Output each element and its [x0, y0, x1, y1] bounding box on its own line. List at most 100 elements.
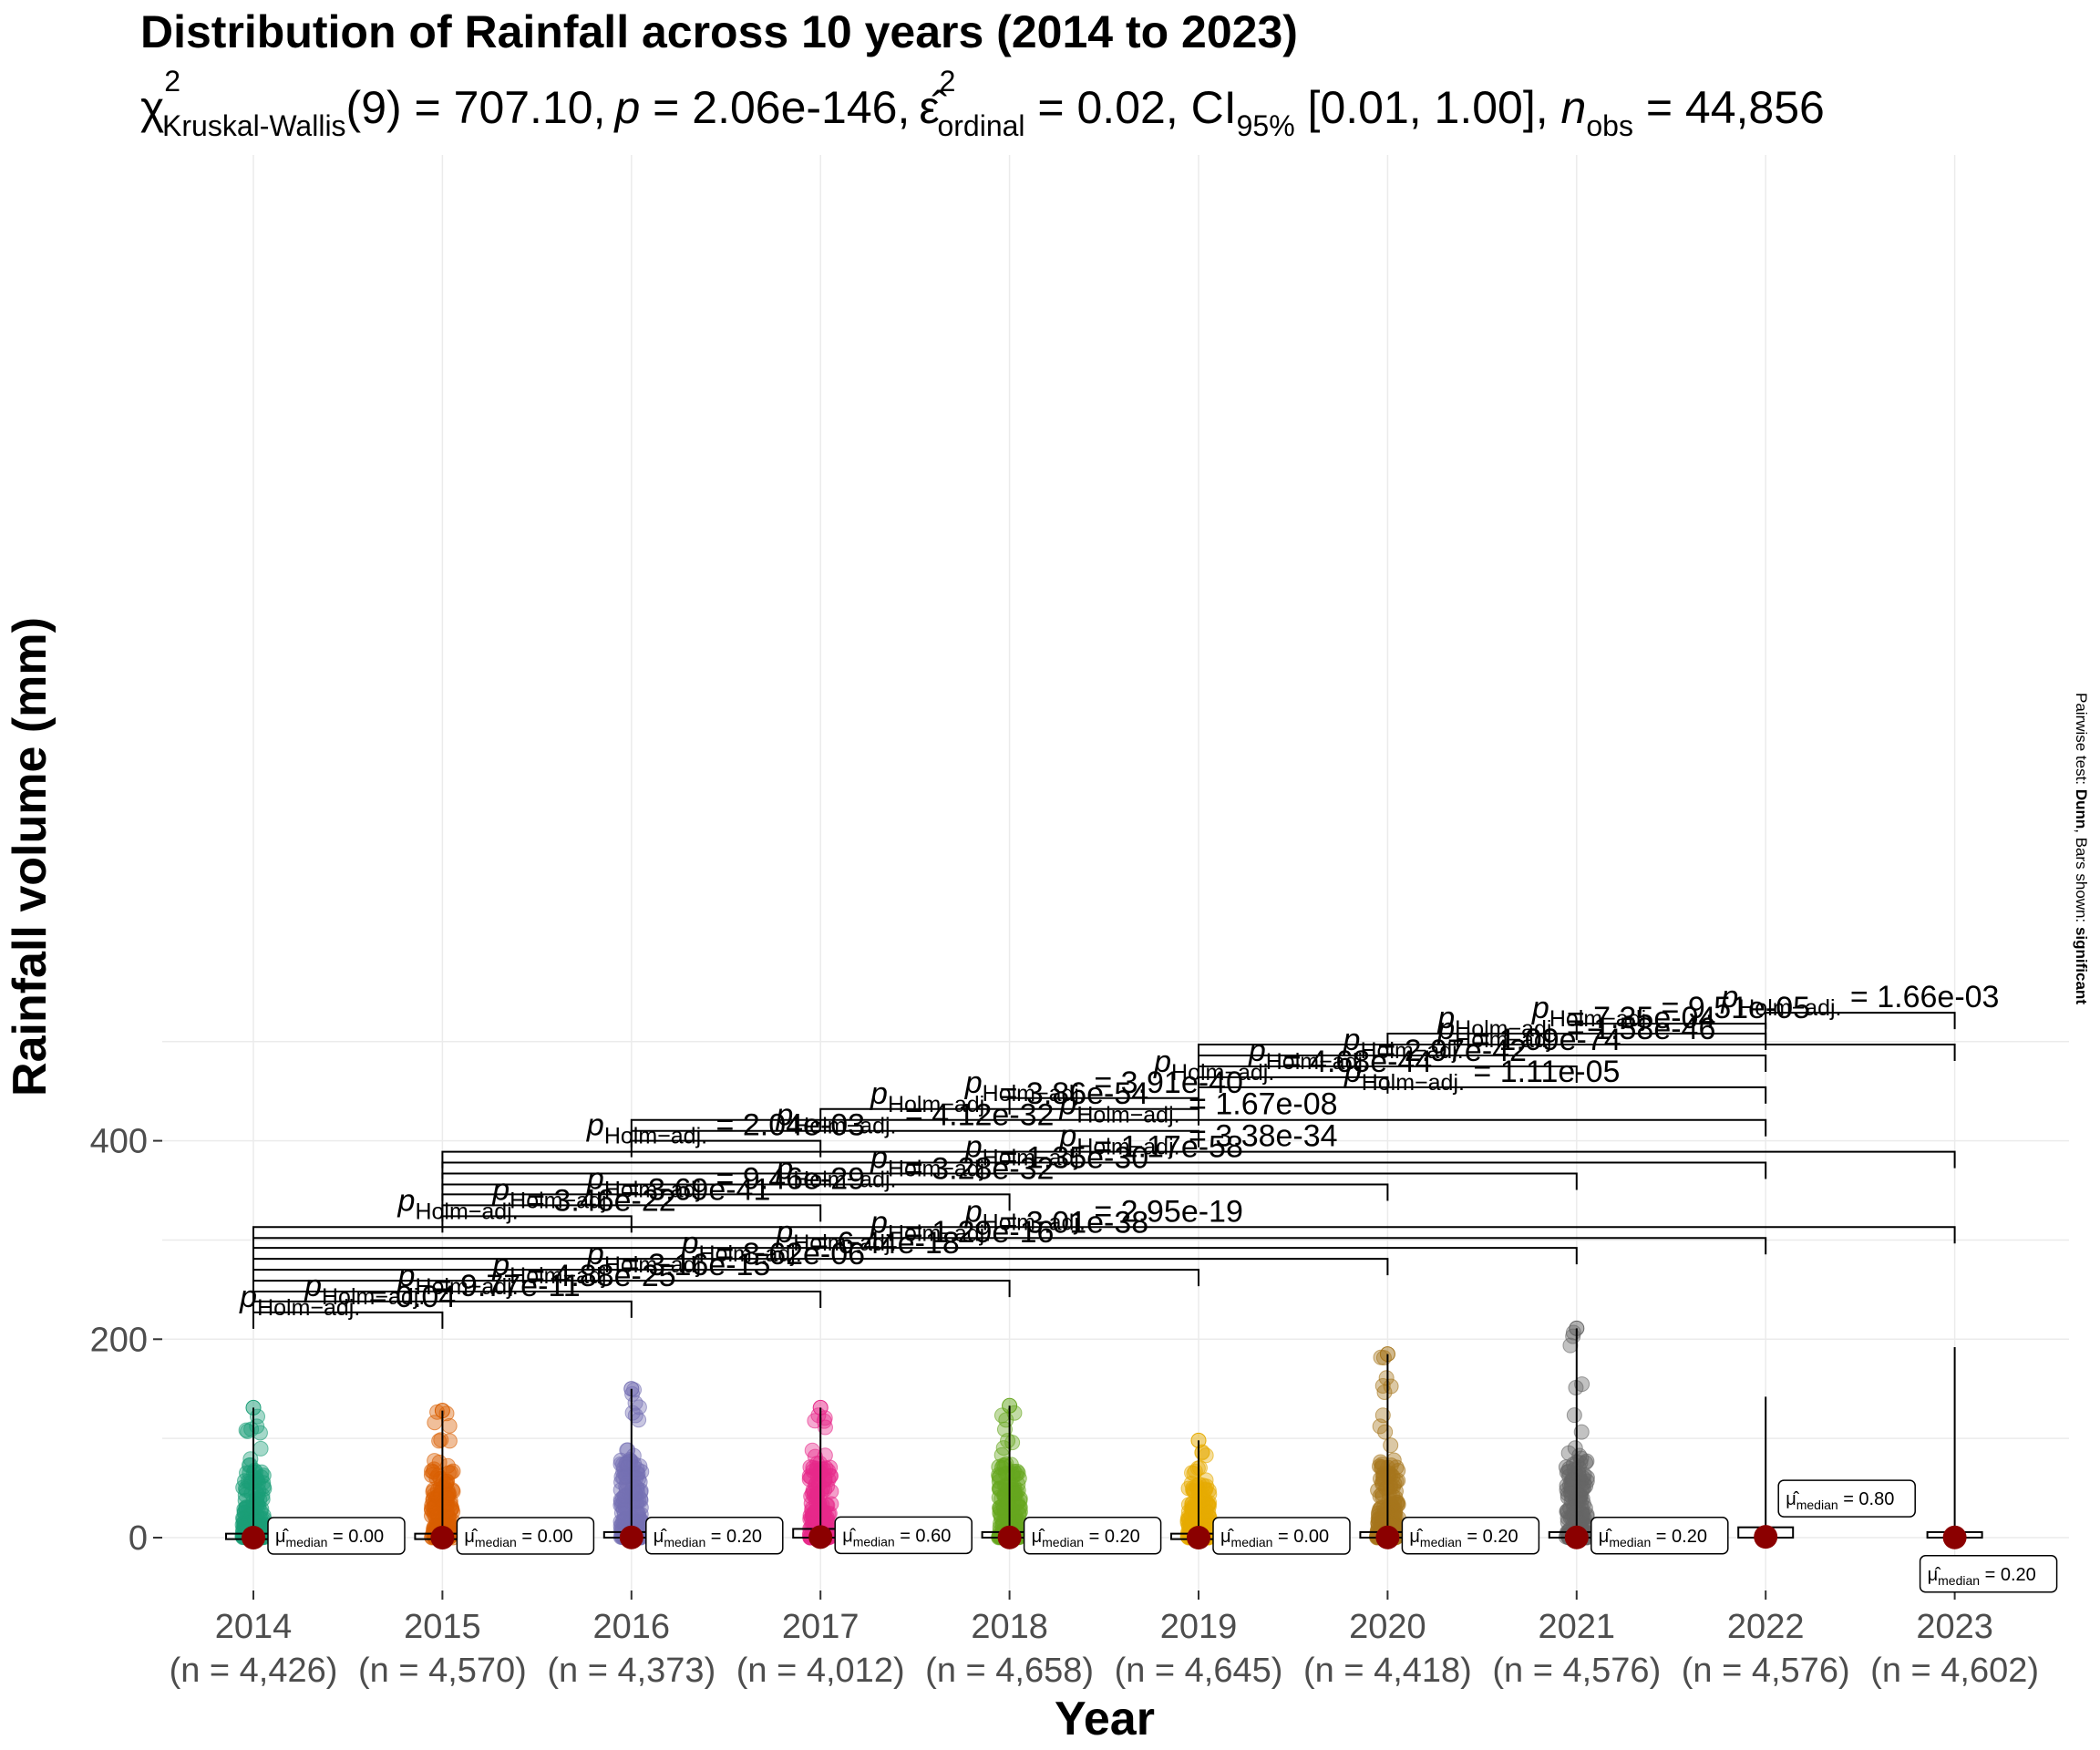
median-label-sub: median: [1042, 1535, 1084, 1549]
bracket: [1198, 1076, 1389, 1094]
p-value-label: pHolm−adj. = 1.35e-30: [870, 1141, 1148, 1182]
median-dot: [1375, 1525, 1400, 1549]
x-tick-n-label: (n = 4,576): [1682, 1652, 1850, 1690]
data-point: [1562, 1337, 1579, 1354]
bracket: [1765, 1012, 1956, 1030]
x-tick-n-label: (n = 4,373): [547, 1652, 715, 1690]
p-value-symbol: p: [586, 1108, 604, 1143]
p-value-symbol: p: [1058, 1087, 1076, 1122]
subtitle-stat-sup: 2: [164, 65, 180, 98]
caption-test: Dunn: [2073, 789, 2090, 829]
median-dot: [242, 1526, 265, 1549]
p-value-symbol: p: [964, 1194, 983, 1229]
p-value-number: = 9.46e-29: [707, 1161, 865, 1196]
p-value-symbol: p: [1248, 1034, 1266, 1068]
x-tick-label: 2014: [215, 1608, 293, 1646]
median-dot: [808, 1525, 833, 1549]
data-point: [1385, 1452, 1402, 1468]
p-value-symbol: p: [491, 1172, 510, 1207]
p-value-label: pHolm−adj. = 3.46e-22: [397, 1183, 676, 1224]
median-label-sub: median: [475, 1535, 517, 1549]
subtitle-ci-label: CI: [1191, 82, 1237, 133]
x-tick-label: 2020: [1349, 1608, 1426, 1646]
median-label-value: = 0.20: [1462, 1527, 1518, 1547]
data-point: [810, 1477, 827, 1493]
data-point: [633, 1484, 649, 1500]
median-dot: [1942, 1525, 1967, 1549]
p-value-symbol: p: [304, 1269, 322, 1303]
subtitle-effect-sup: 2: [940, 65, 956, 98]
median-label-value: = 0.80: [1838, 1489, 1895, 1509]
median-label: μ̂median = 0.80: [1786, 1489, 1894, 1512]
data-point: [999, 1494, 1015, 1510]
y-tick-label: 0: [129, 1519, 148, 1558]
p-value-label: pHolm−adj. = 8.62e-06: [586, 1237, 865, 1278]
p-value-number: = 3.86e-54: [991, 1076, 1148, 1111]
data-point: [991, 1499, 1007, 1516]
p-value-number: = 1.11e-05: [1465, 1055, 1620, 1089]
data-point: [248, 1484, 264, 1500]
p-value-number: = 4.12e-32: [896, 1098, 1054, 1133]
p-value-symbol: p: [1343, 1055, 1362, 1089]
p-value-number: = 3.46e-22: [519, 1183, 676, 1218]
p-value-symbol: p: [586, 1161, 604, 1196]
p-value-number: = 3.28e-32: [896, 1151, 1054, 1186]
median-label-box: [1590, 1517, 1729, 1555]
x-tick-label: 2016: [593, 1608, 671, 1646]
p-value-symbol: p: [681, 1226, 699, 1261]
p-value-label: pHolm−adj. = 9.51e-05: [1531, 991, 1810, 1032]
median-dot: [1564, 1525, 1589, 1549]
caption-mid: , Bars shown:: [2073, 829, 2090, 927]
median-label-value: = 0.20: [1651, 1527, 1707, 1547]
median-label-box: [834, 1516, 973, 1555]
p-value-label: pHolm−adj. = 3.86e-54: [870, 1076, 1148, 1117]
x-tick-n-label: (n = 4,426): [170, 1652, 338, 1690]
p-value-number: = 1.29e-16: [896, 1215, 1054, 1250]
p-value-number: = 8.62e-06: [707, 1237, 865, 1271]
p-value-label: pHolm−adj. = 1.09e-74: [1343, 1023, 1621, 1064]
data-point: [1198, 1447, 1214, 1464]
x-tick-label: 2017: [782, 1608, 860, 1646]
p-value-sub: Holm−adj.: [793, 1167, 896, 1192]
median-label-value: = 0.00: [517, 1527, 573, 1547]
subtitle-n-label: n: [1561, 82, 1587, 133]
x-tick-n-label: (n = 4,418): [1303, 1652, 1472, 1690]
p-value-sub: Holm−adj.: [1549, 1006, 1652, 1032]
p-value-label: pHolm−adj. = 4.12e-32: [775, 1098, 1054, 1139]
bracket: [1198, 1065, 1578, 1083]
median-label-sub: median: [664, 1535, 705, 1549]
p-value-number: = 3.16e-15: [612, 1248, 770, 1282]
median-label: μ̂median = 0.20: [1032, 1527, 1140, 1549]
p-value-symbol: p: [1531, 991, 1549, 1025]
x-tick-n-label: (n = 4,570): [358, 1652, 527, 1690]
data-point: [809, 1456, 826, 1472]
bracket: [630, 1139, 822, 1158]
data-point: [1370, 1515, 1386, 1531]
data-point: [1187, 1496, 1203, 1512]
data-point: [820, 1471, 837, 1488]
data-point: [817, 1447, 833, 1464]
chart-subtitle: χ2 Kruskal-Wallis(9) = 707.10, p = 2.06e-1…: [140, 65, 1825, 142]
median-label-value: = 0.60: [895, 1526, 952, 1546]
x-tick-label: 2023: [1916, 1608, 1993, 1646]
p-value-symbol: p: [239, 1280, 257, 1314]
p-value-sub: Holm−adj.: [1171, 1060, 1274, 1086]
data-point: [1377, 1424, 1394, 1440]
bracket: [1198, 1044, 1956, 1062]
p-value-number: = 3.69e-41: [612, 1172, 770, 1207]
bracket: [252, 1291, 822, 1309]
p-value-label: pHolm−adj. = 1.58e-46: [1436, 1012, 1715, 1053]
data-point: [256, 1480, 273, 1497]
p-value-number: = 4.88e-25: [519, 1259, 676, 1293]
median-labels: μ̂median = 0.00 μ̂median = 0.00 μ̂median =…: [267, 1479, 2058, 1593]
data-point: [1003, 1457, 1019, 1473]
x-tick-n-label: (n = 4,012): [736, 1652, 905, 1690]
data-point: [998, 1456, 1014, 1472]
p-value-symbol: p: [964, 1130, 983, 1165]
p-value-sub: Holm−adj.: [1738, 995, 1841, 1021]
median-dot: [1754, 1525, 1778, 1549]
data-point: [1383, 1437, 1399, 1454]
bracket: [252, 1258, 1389, 1276]
subtitle-p-value: = 2.06e-146,: [640, 82, 910, 133]
